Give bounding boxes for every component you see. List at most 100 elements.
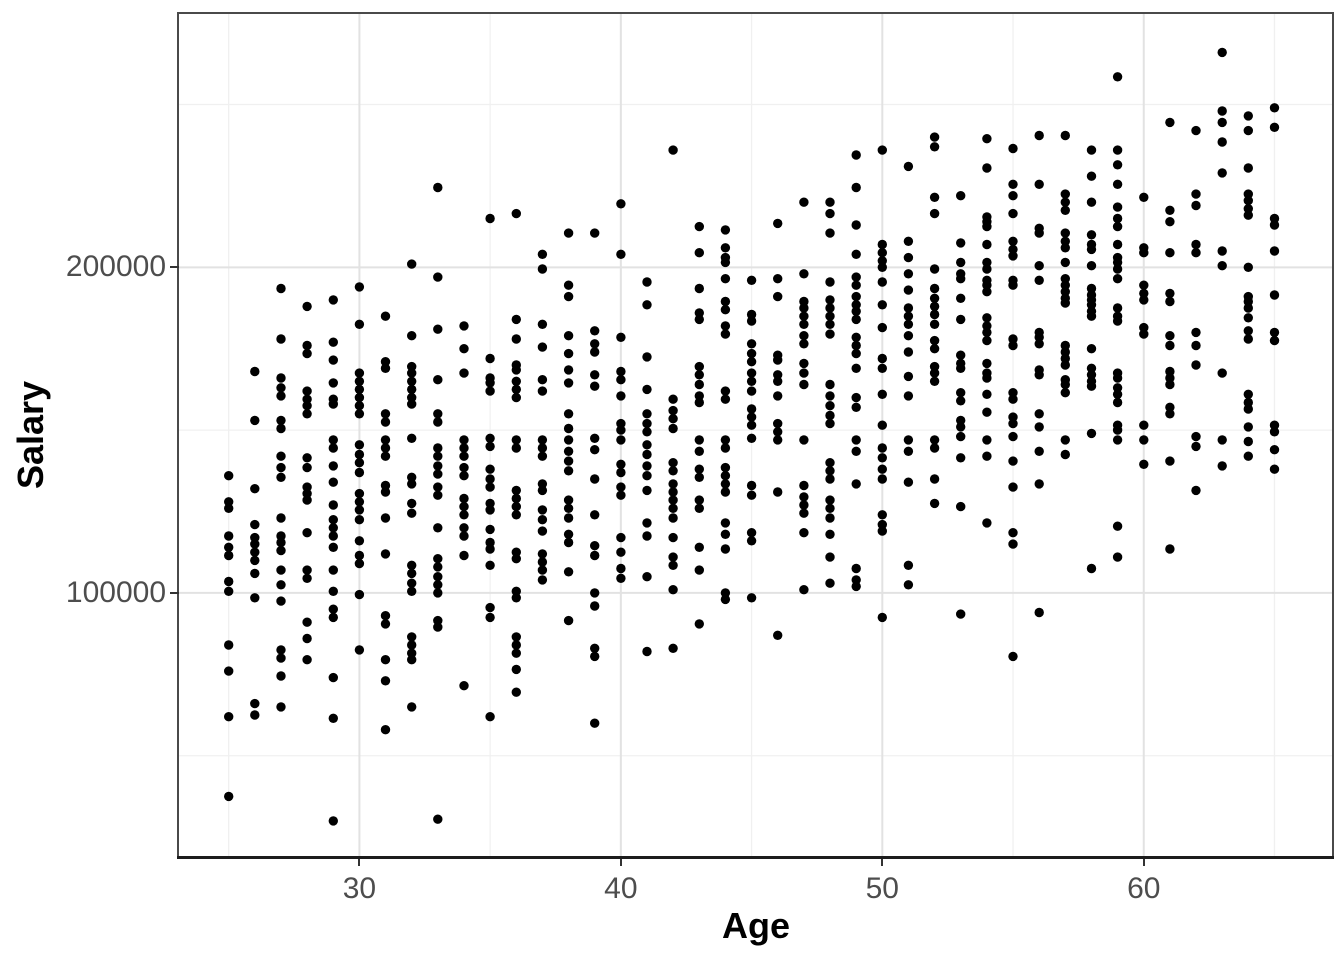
- data-point: [433, 443, 443, 453]
- data-point: [851, 300, 861, 310]
- data-point: [485, 378, 495, 388]
- data-point: [276, 391, 286, 401]
- data-point: [433, 615, 443, 626]
- data-point: [956, 293, 966, 303]
- data-point: [982, 264, 992, 274]
- data-point: [380, 417, 391, 427]
- data-point: [825, 379, 835, 390]
- data-point: [1060, 379, 1070, 390]
- data-point: [1060, 280, 1070, 290]
- data-point: [1008, 191, 1018, 201]
- data-point: [407, 376, 417, 386]
- data-point: [328, 713, 338, 723]
- data-point: [590, 339, 600, 349]
- data-point: [1086, 370, 1097, 380]
- data-point: [433, 482, 443, 492]
- data-point: [1243, 334, 1254, 344]
- data-point: [694, 472, 704, 482]
- data-point: [825, 329, 835, 339]
- data-point: [276, 537, 286, 548]
- data-point: [354, 376, 365, 386]
- data-point: [851, 249, 861, 259]
- data-point: [903, 435, 914, 445]
- data-point: [380, 443, 391, 453]
- data-point: [537, 386, 548, 396]
- data-point: [746, 275, 757, 285]
- data-point: [746, 368, 757, 378]
- data-point: [720, 243, 731, 253]
- data-point: [694, 565, 704, 575]
- data-point: [328, 295, 338, 305]
- data-point: [851, 314, 861, 325]
- data-point: [485, 353, 495, 364]
- data-point: [1269, 103, 1280, 113]
- data-point: [877, 322, 887, 333]
- data-point: [851, 392, 861, 403]
- data-point: [511, 593, 521, 603]
- data-point: [1139, 248, 1149, 258]
- data-point: [746, 316, 757, 326]
- data-point: [720, 544, 731, 554]
- data-point: [1086, 230, 1097, 240]
- data-point: [956, 191, 966, 201]
- data-point: [877, 300, 887, 310]
- data-point: [799, 508, 809, 518]
- data-point: [825, 277, 835, 287]
- data-point: [956, 363, 966, 373]
- data-point: [511, 648, 521, 658]
- data-point: [877, 145, 887, 155]
- data-point: [1243, 389, 1254, 399]
- data-point: [982, 287, 992, 297]
- data-point: [1191, 189, 1201, 199]
- data-point: [877, 389, 887, 399]
- data-point: [929, 301, 940, 312]
- data-point: [929, 208, 940, 219]
- data-point: [642, 518, 652, 528]
- data-point: [563, 567, 574, 577]
- data-point: [1086, 381, 1097, 391]
- data-point: [1112, 274, 1123, 284]
- data-point: [616, 249, 626, 259]
- data-point: [563, 378, 574, 388]
- data-point: [616, 418, 626, 429]
- data-point: [825, 303, 835, 313]
- data-point: [380, 611, 391, 621]
- data-point: [694, 379, 704, 390]
- data-point: [1243, 296, 1254, 307]
- data-point: [642, 572, 652, 582]
- data-point: [1165, 544, 1175, 554]
- data-point: [1269, 246, 1280, 256]
- data-point: [433, 588, 443, 598]
- data-point: [1243, 451, 1254, 461]
- data-point: [328, 500, 338, 510]
- data-point: [773, 418, 783, 429]
- data-point: [380, 487, 391, 497]
- data-point: [276, 653, 286, 663]
- data-point: [537, 479, 548, 489]
- data-point: [903, 236, 914, 246]
- data-point: [590, 550, 600, 561]
- data-point: [956, 501, 966, 512]
- data-point: [354, 368, 365, 378]
- data-point: [1060, 197, 1070, 207]
- data-point: [302, 495, 312, 505]
- data-point: [1243, 163, 1254, 173]
- data-point: [485, 498, 495, 509]
- data-point: [407, 648, 417, 658]
- data-point: [694, 619, 704, 629]
- data-point: [1008, 208, 1018, 219]
- data-point: [1086, 171, 1097, 181]
- data-point: [773, 427, 783, 437]
- data-point: [929, 192, 940, 202]
- data-point: [407, 586, 417, 596]
- x-tick-mark: [619, 859, 622, 866]
- data-point: [1060, 228, 1070, 238]
- y-tick-label: 100000: [65, 575, 166, 609]
- x-tick-mark: [881, 859, 884, 866]
- x-tick-label: 60: [1127, 872, 1161, 905]
- data-point: [537, 249, 548, 259]
- data-point: [903, 446, 914, 456]
- data-point: [1269, 213, 1280, 224]
- data-point: [328, 542, 338, 552]
- data-point: [537, 319, 548, 329]
